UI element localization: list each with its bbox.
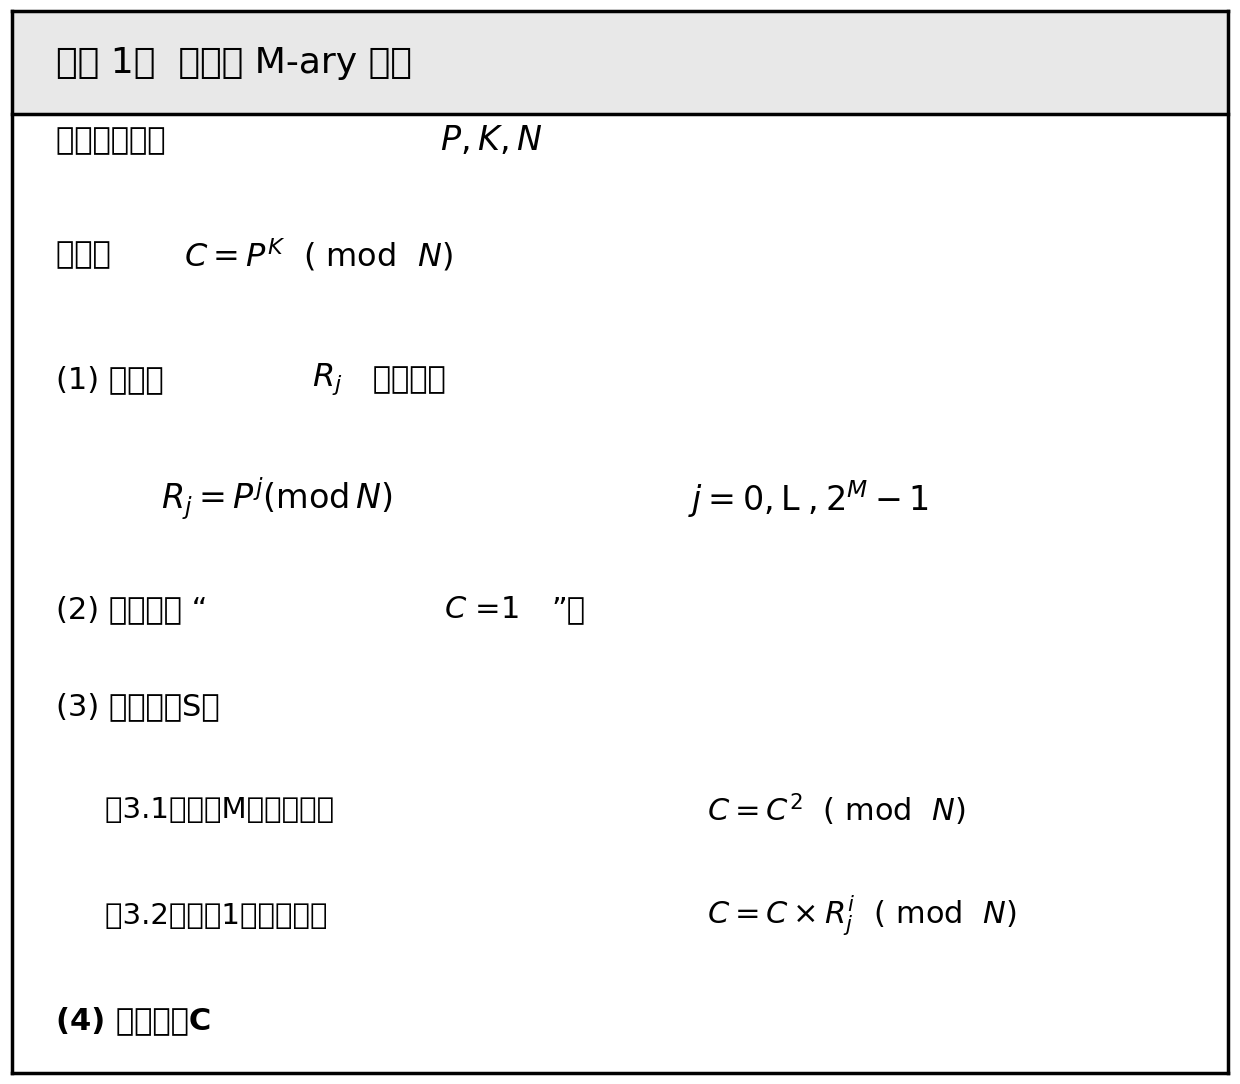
Text: $j = 0,\mathrm{L}\;,2^{M}-1$: $j = 0,\mathrm{L}\;,2^{M}-1$ [688, 478, 929, 519]
Text: ”；: ”； [552, 595, 585, 623]
Text: $C$ =1: $C$ =1 [444, 595, 520, 623]
Text: $C = C^{2}$  ( mod  $N$): $C = C^{2}$ ( mod $N$) [707, 791, 966, 828]
Text: $C = C \times R_{j}^{i}$  ( mod  $N$): $C = C \times R_{j}^{i}$ ( mod $N$) [707, 894, 1017, 938]
FancyBboxPatch shape [12, 11, 1228, 114]
Text: 余数表：: 余数表： [363, 365, 446, 393]
Text: 输出：: 输出： [56, 241, 130, 269]
Text: (3) 轮循环共S次: (3) 轮循环共S次 [56, 693, 219, 721]
Text: 算法 1：  幂剩余 M-ary 算法: 算法 1： 幂剩余 M-ary 算法 [56, 46, 412, 80]
Text: (4) 输出结果C: (4) 输出结果C [56, 1007, 211, 1035]
Text: $R_{j} = P^{j}(\mathrm{mod}\,N)$: $R_{j} = P^{j}(\mathrm{mod}\,N)$ [161, 476, 392, 521]
Text: （3.1）进行M次平方运算: （3.1）进行M次平方运算 [105, 796, 353, 824]
Text: $C = P^{K}$  ( mod  $N$): $C = P^{K}$ ( mod $N$) [184, 236, 453, 273]
Text: $R_{j}$: $R_{j}$ [312, 362, 343, 397]
Text: 输入：正整数: 输入：正整数 [56, 127, 185, 155]
Text: (1) 预计算: (1) 预计算 [56, 365, 174, 393]
Text: $P,K,N$: $P,K,N$ [440, 125, 543, 157]
Text: (2) 置初始値 “: (2) 置初始値 “ [56, 595, 217, 623]
Text: （3.2）进行1次乘法运算: （3.2）进行1次乘法运算 [105, 902, 346, 930]
